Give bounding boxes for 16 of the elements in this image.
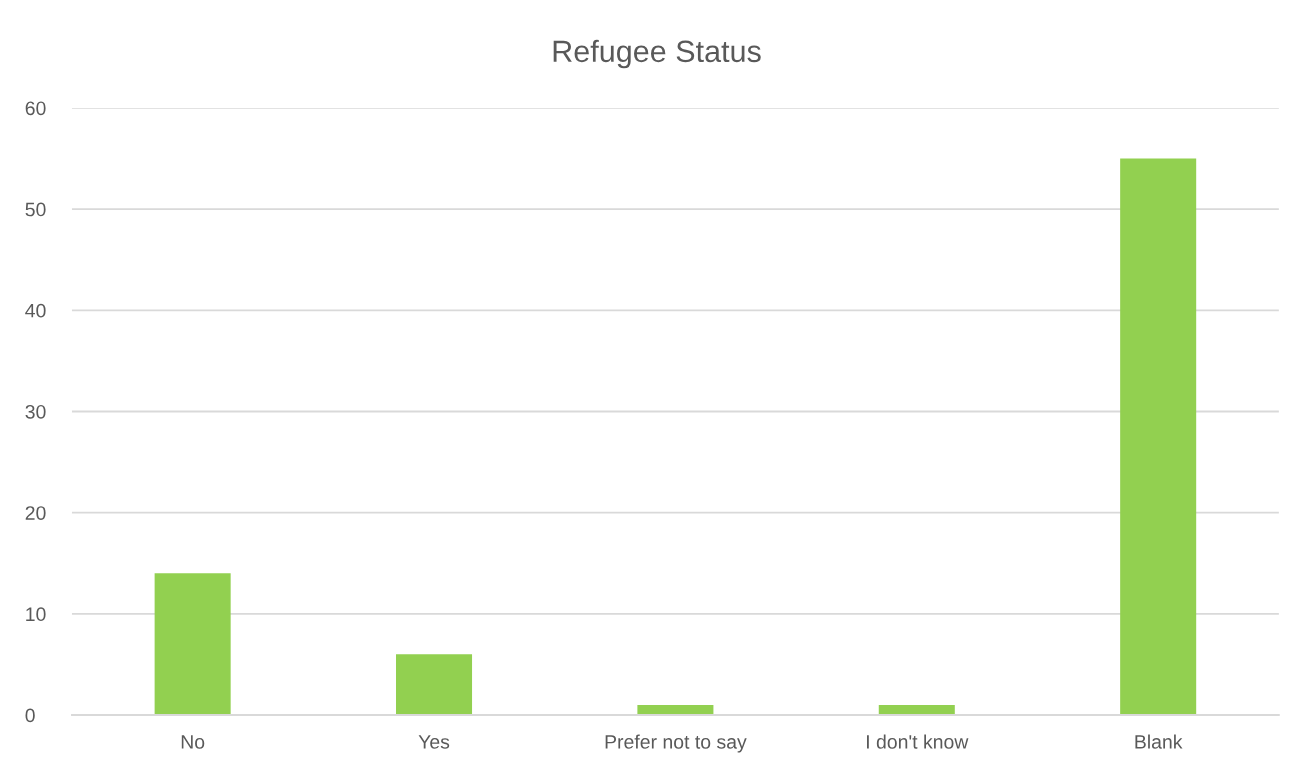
bar bbox=[396, 654, 473, 716]
x-tick-label: Yes bbox=[418, 735, 450, 749]
bar bbox=[154, 573, 231, 716]
x-tick-label: I don't know bbox=[867, 734, 969, 749]
y-tick-label: 40 bbox=[25, 303, 46, 318]
x-tick-label: Prefer not to say bbox=[605, 734, 747, 753]
y-tick-label: 60 bbox=[25, 101, 46, 116]
y-tick-label: 30 bbox=[25, 404, 46, 419]
bar bbox=[1120, 158, 1197, 716]
y-tick-label: 10 bbox=[26, 607, 46, 622]
y-tick-label: 20 bbox=[25, 506, 46, 520]
chart-title: Refugee Status bbox=[553, 39, 761, 69]
y-tick-label: 50 bbox=[25, 202, 46, 217]
x-tick-label: No bbox=[181, 735, 205, 749]
x-tick-label: Blank bbox=[1135, 734, 1183, 749]
y-tick-label: 0 bbox=[25, 708, 35, 723]
